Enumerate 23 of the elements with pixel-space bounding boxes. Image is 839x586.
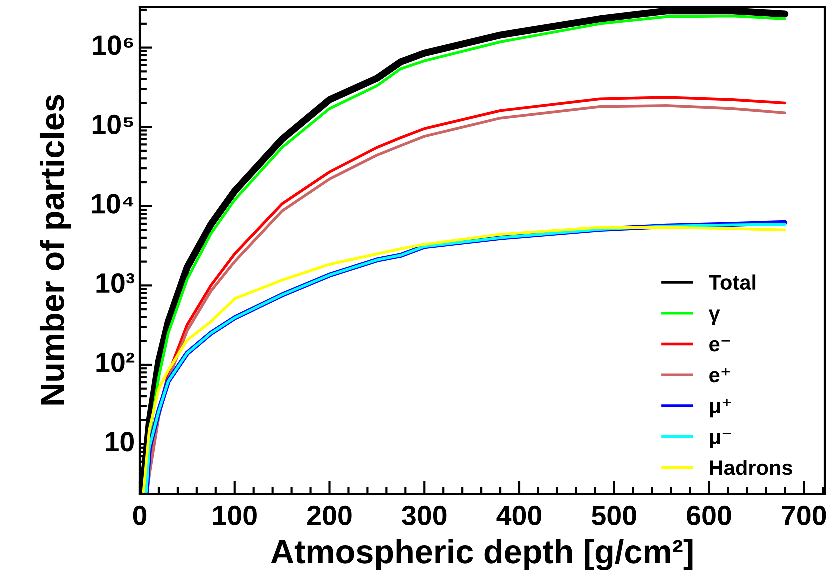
x-tick-label: 200 <box>308 506 352 526</box>
x-tick-label: 300 <box>402 506 447 526</box>
x-tick-label: 600 <box>687 506 732 526</box>
y-axis-title: Number of particles <box>40 95 72 405</box>
x-tick-label: 500 <box>592 506 636 526</box>
y-tick-label: 10² <box>96 352 135 372</box>
y-tick-label: 10⁵ <box>92 114 134 135</box>
legend-label: μ⁻ <box>710 433 732 448</box>
x-tick-label: 700 <box>782 506 826 526</box>
legend-label: Total <box>709 274 756 290</box>
x-tick-label: 400 <box>496 506 542 526</box>
y-tick-label: 10⁶ <box>93 36 134 56</box>
x-axis-title: Atmospheric depth [g/cm²] <box>271 539 693 571</box>
legend-label: γ <box>708 310 720 326</box>
legend-label: e⁺ <box>710 368 730 383</box>
y-tick-label: 10 <box>106 432 134 452</box>
y-tick-label: 10⁴ <box>92 194 134 214</box>
legend-label: e⁻ <box>710 340 730 352</box>
x-tick-label: 0 <box>133 506 147 526</box>
legend-label: μ⁺ <box>710 399 732 418</box>
y-tick-label: 10³ <box>96 273 135 294</box>
legend-label: Hadrons <box>710 460 792 476</box>
x-tick-label: 100 <box>213 506 257 526</box>
